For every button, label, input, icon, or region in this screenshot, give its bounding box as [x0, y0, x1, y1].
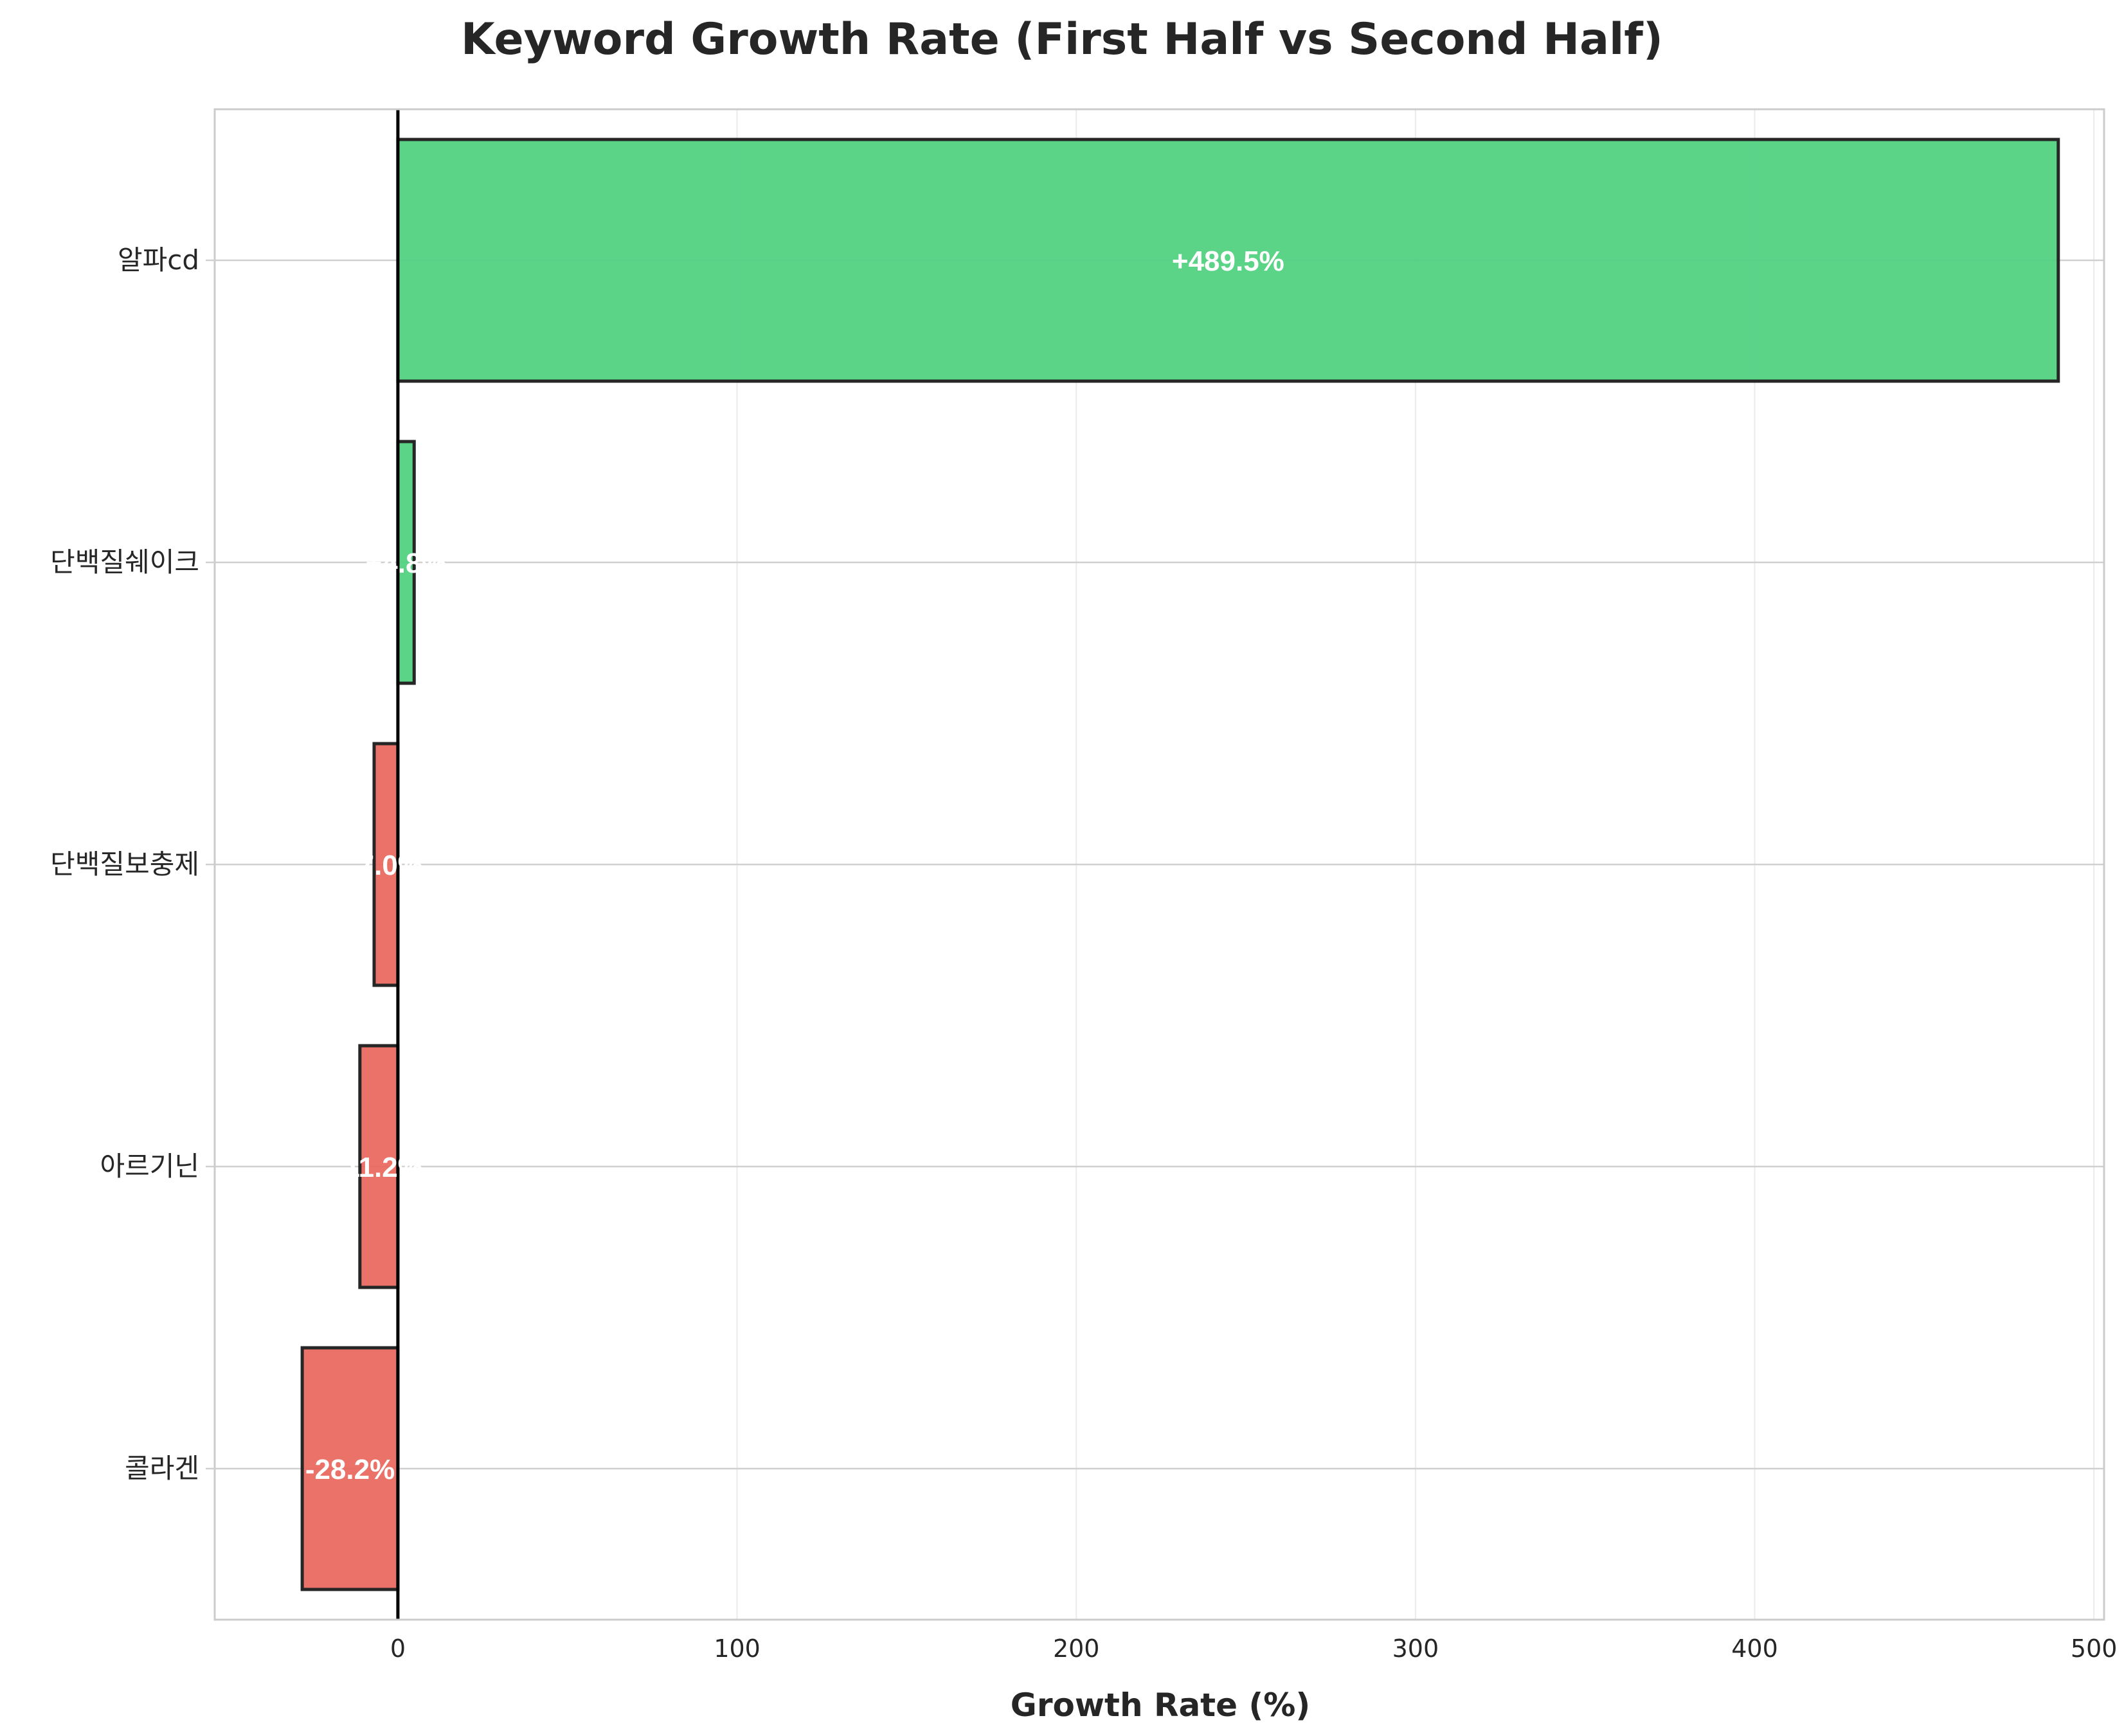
x-tick-label-2: 200 [1053, 1634, 1100, 1663]
x-tick-label-3: 300 [1392, 1634, 1439, 1663]
data-label-1: +4.8% [366, 548, 447, 579]
data-label-3: -11.2% [335, 1152, 423, 1183]
x-tick-label-4: 400 [1731, 1634, 1778, 1663]
data-label-layer: +489.5% +4.8% -7.0% -11.2% -28.2% [305, 246, 1284, 1485]
chart-title: Keyword Growth Rate (First Half vs Secon… [461, 14, 1663, 65]
x-tick-label-5: 500 [2071, 1634, 2118, 1663]
x-axis-label: Growth Rate (%) [1011, 1687, 1310, 1724]
x-tick-label-1: 100 [714, 1634, 760, 1663]
category-label-4: 콜라겐 [125, 1453, 199, 1484]
data-label-2: -7.0% [349, 850, 423, 881]
data-label-0: +489.5% [1172, 246, 1284, 277]
bar-0 [396, 138, 2060, 383]
bar-layer [300, 138, 2060, 1591]
category-label-2: 단백질보충제 [50, 848, 199, 880]
category-label-1: 단백질쉐이크 [50, 546, 199, 578]
category-label-0: 알파cd [118, 244, 199, 276]
x-tick-label-0: 0 [390, 1634, 406, 1663]
category-label-3: 아르기닌 [100, 1150, 199, 1182]
data-label-4: -28.2% [305, 1454, 395, 1485]
